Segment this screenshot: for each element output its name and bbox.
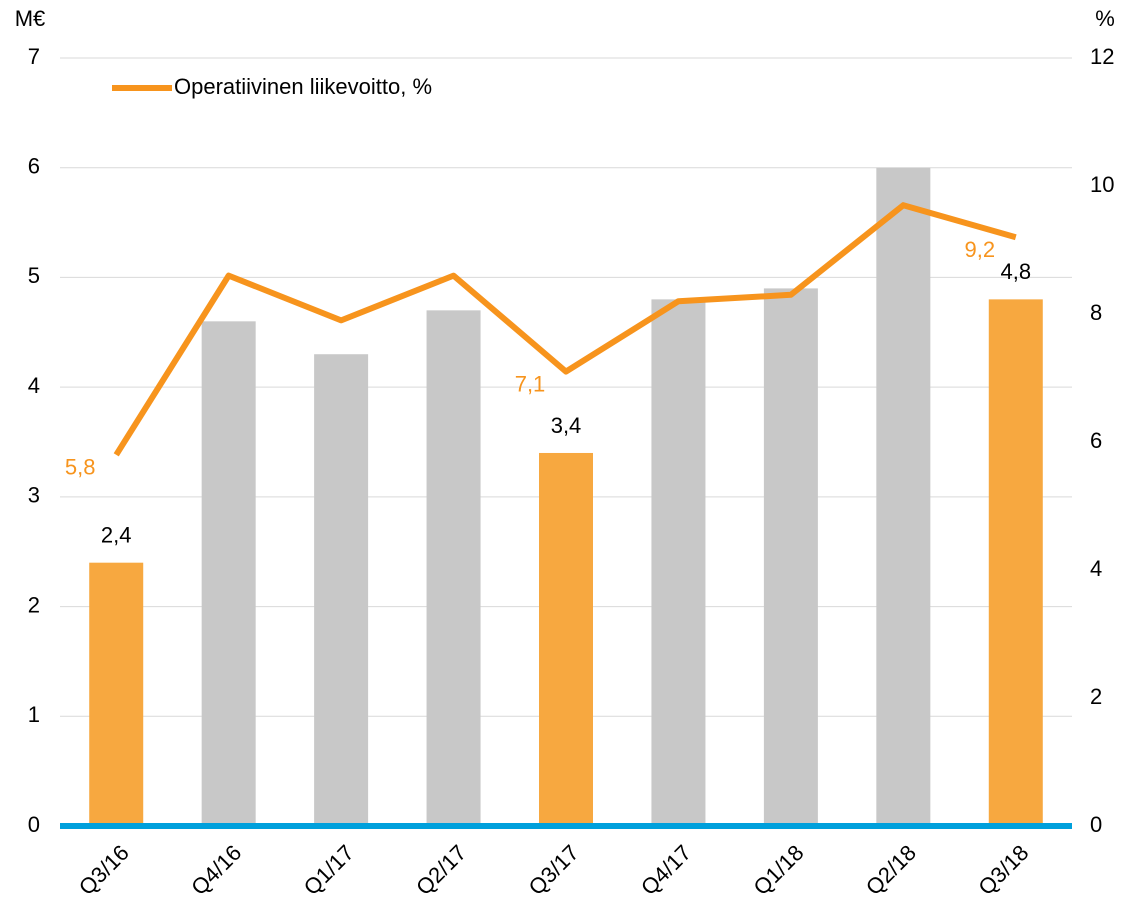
x-tick-label: Q3/17 [524,840,584,900]
line-value-label: 5,8 [65,455,96,480]
bar [651,299,706,826]
y-tick-label: 6 [28,154,40,179]
bar [988,299,1043,826]
x-tick-label: Q4/16 [186,840,246,900]
y2-tick-label: 6 [1090,428,1102,453]
right-axis-label: % [1095,6,1115,31]
y-tick-label: 0 [28,812,40,837]
line-series [113,202,1017,457]
x-tick-label: Q3/16 [74,840,134,900]
x-tick-label: Q1/17 [299,840,359,900]
y2-tick-label: 12 [1090,44,1114,69]
bar-value-label: 2,4 [101,522,132,547]
y-tick-label: 3 [28,483,40,508]
y-tick-label: 2 [28,592,40,617]
x-tick-label: Q3/18 [973,840,1033,900]
bar [876,167,931,826]
bar [314,354,369,826]
bar-value-label: 4,8 [1000,259,1031,284]
x-tick-label: Q2/17 [411,840,471,900]
y2-tick-label: 2 [1090,684,1102,709]
bar [763,288,818,826]
y-tick-label: 7 [28,44,40,69]
line-value-label: 9,2 [964,237,995,262]
bar [426,310,481,826]
y-tick-label: 4 [28,373,40,398]
y-tick-label: 1 [28,702,40,727]
x-tick-label: Q4/17 [636,840,696,900]
bar [89,562,144,826]
y2-tick-label: 0 [1090,812,1102,837]
line-value-label: 7,1 [515,371,546,396]
y2-tick-label: 4 [1090,556,1102,581]
bar [539,452,593,826]
x-tick-label: Q2/18 [861,840,921,900]
bar [201,321,256,826]
y2-tick-label: 8 [1090,300,1102,325]
x-tick-label: Q1/18 [748,840,808,900]
y2-tick-label: 10 [1090,172,1114,197]
legend-label: Operatiivinen liikevoitto, % [174,74,432,99]
y-tick-label: 5 [28,263,40,288]
bar-value-label: 3,4 [551,413,582,438]
left-axis-label: M€ [15,6,46,31]
